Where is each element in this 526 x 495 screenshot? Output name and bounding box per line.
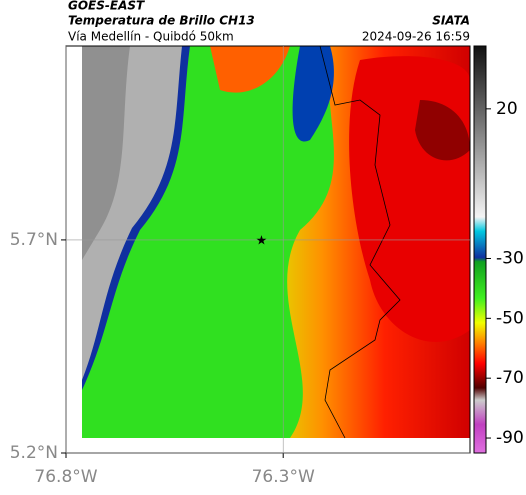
y-tick-label: 5.7°N bbox=[10, 230, 58, 250]
colorbar-label: -50 bbox=[496, 308, 524, 328]
x-tick-label: 76.3°W bbox=[252, 467, 315, 487]
subtitle: Temperatura de Brillo CH13 bbox=[68, 14, 255, 28]
source: SIATA bbox=[432, 14, 470, 28]
colorbar-label: -90 bbox=[496, 428, 524, 448]
location: Vía Medellín - Quibdó 50km bbox=[68, 30, 234, 44]
x-tick-label: 76.8°W bbox=[34, 467, 97, 487]
colorbar-label: -70 bbox=[496, 368, 524, 388]
y-tick-label: 5.2°N bbox=[10, 443, 58, 463]
datetime: 2024-09-26 16:59 bbox=[362, 30, 470, 44]
colorbar-label: 20 bbox=[496, 99, 518, 119]
colorbar bbox=[473, 45, 487, 454]
colorbar-label: -30 bbox=[496, 248, 524, 268]
location-marker: ★ bbox=[256, 233, 268, 248]
satellite-image bbox=[82, 45, 470, 439]
title: GOES-EAST bbox=[68, 0, 145, 13]
